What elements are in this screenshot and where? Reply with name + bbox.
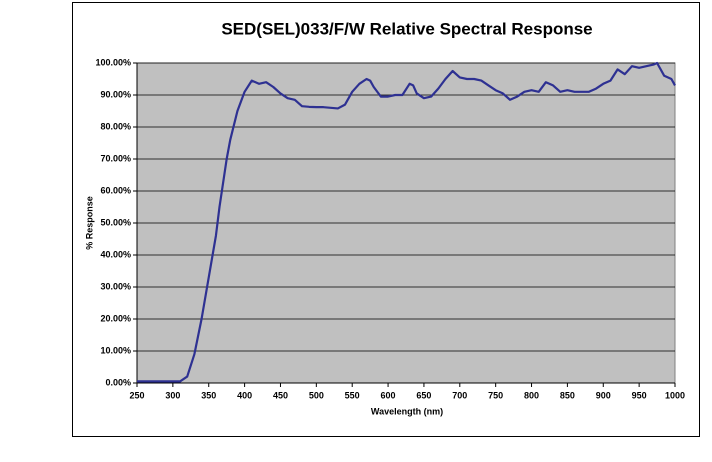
y-tick-label: 80.00% (100, 121, 131, 131)
x-tick-label: 550 (345, 390, 360, 400)
y-tick-label: 70.00% (100, 153, 131, 163)
x-tick-label: 650 (416, 390, 431, 400)
x-tick-label: 250 (129, 390, 144, 400)
x-tick-label: 750 (488, 390, 503, 400)
x-tick-label: 900 (596, 390, 611, 400)
y-tick-label: 40.00% (100, 249, 131, 259)
x-tick-label: 950 (632, 390, 647, 400)
x-tick-label: 350 (201, 390, 216, 400)
x-tick-label: 300 (165, 390, 180, 400)
y-tick-label: 60.00% (100, 185, 131, 195)
y-tick-label: 100.00% (95, 57, 131, 67)
y-tick-label: 20.00% (100, 313, 131, 323)
x-tick-label: 600 (381, 390, 396, 400)
x-tick-label: 800 (524, 390, 539, 400)
chart-title: SED(SEL)033/F/W Relative Spectral Respon… (221, 19, 592, 38)
y-tick-label: 90.00% (100, 89, 131, 99)
x-tick-label: 500 (309, 390, 324, 400)
x-axis-label: Wavelength (nm) (371, 406, 443, 416)
y-tick-label: 0.00% (105, 377, 131, 387)
x-tick-label: 700 (452, 390, 467, 400)
y-axis-label: % Response (84, 196, 94, 250)
y-tick-label: 50.00% (100, 217, 131, 227)
y-tick-label: 10.00% (100, 345, 131, 355)
x-tick-label: 850 (560, 390, 575, 400)
y-tick-label: 30.00% (100, 281, 131, 291)
x-tick-label: 400 (237, 390, 252, 400)
x-tick-label: 1000 (665, 390, 685, 400)
x-tick-label: 450 (273, 390, 288, 400)
data-line (137, 61, 676, 383)
